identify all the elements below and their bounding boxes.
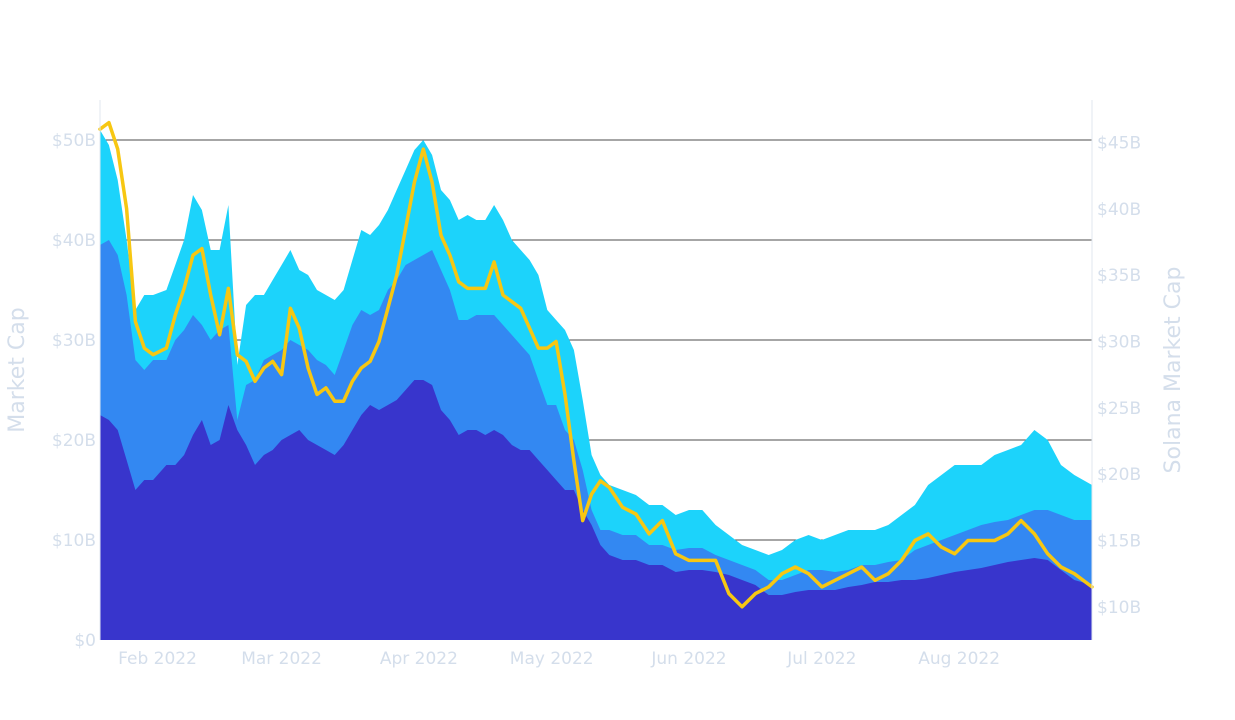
right-tick-label: $30B [1097, 332, 1141, 352]
x-tick-label: Jul 2022 [786, 649, 856, 669]
x-tick-label: Jun 2022 [650, 649, 726, 669]
right-tick-label: $25B [1097, 399, 1141, 419]
right-tick-label: $45B [1097, 133, 1141, 153]
left-tick-label: $0 [74, 631, 96, 651]
left-tick-label: $40B [52, 231, 96, 251]
left-axis-title: Market Cap [5, 307, 30, 432]
right-axis-ticks: $10B $15B $20B $25B $30B $35B $40B $45B [1097, 133, 1141, 617]
right-tick-label: $40B [1097, 200, 1141, 220]
left-tick-label: $20B [52, 431, 96, 451]
right-tick-label: $20B [1097, 465, 1141, 485]
left-tick-label: $10B [52, 531, 96, 551]
x-tick-label: Aug 2022 [918, 649, 1000, 669]
left-tick-label: $30B [52, 331, 96, 351]
left-axis-ticks: $0 $10B $20B $30B $40B $50B [52, 131, 96, 651]
right-tick-label: $15B [1097, 531, 1141, 551]
x-tick-label: Apr 2022 [380, 649, 458, 669]
right-tick-label: $10B [1097, 598, 1141, 618]
area-band-dark [100, 380, 1092, 640]
x-tick-label: May 2022 [510, 649, 594, 669]
stacked-areas [100, 130, 1092, 640]
x-tick-label: Mar 2022 [241, 649, 322, 669]
solana-market-cap-line [98, 120, 1094, 609]
x-axis-ticks: Feb 2022 Mar 2022 Apr 2022 May 2022 Jun 2022… [118, 649, 1000, 669]
right-tick-label: $35B [1097, 266, 1141, 286]
left-tick-label: $50B [52, 131, 96, 151]
solana-line-layer [98, 120, 1094, 609]
right-axis-title: Solana Market Cap [1161, 267, 1186, 474]
x-tick-label: Feb 2022 [118, 649, 197, 669]
